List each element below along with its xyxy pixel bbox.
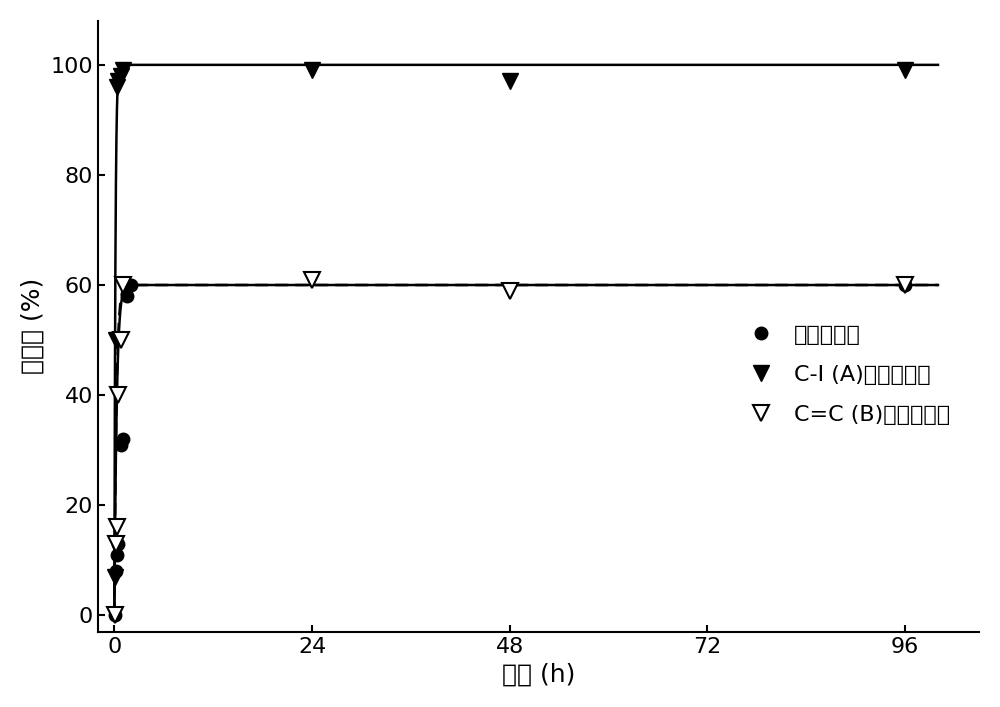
C=C (B)核磁转化率 (306, 275, 318, 284)
C=C (B)核磁转化率 (899, 281, 911, 289)
重量转化率 (110, 567, 122, 575)
重量转化率 (109, 611, 121, 619)
C-I (A)核磁转化率 (115, 71, 127, 80)
C=C (B)核磁转化率 (112, 391, 124, 399)
重量转化率 (112, 539, 124, 548)
重量转化率 (125, 281, 137, 289)
C-I (A)核磁转化率 (117, 66, 129, 75)
C-I (A)核磁转化率 (110, 336, 122, 344)
C-I (A)核磁转化率 (112, 77, 124, 86)
Line: C-I (A)核磁转化率: C-I (A)核磁转化率 (106, 62, 913, 585)
C-I (A)核磁转化率 (109, 573, 121, 581)
C=C (B)核磁转化率 (110, 539, 122, 548)
C=C (B)核磁转化率 (117, 281, 129, 289)
C=C (B)核磁转化率 (504, 286, 516, 295)
重量转化率 (899, 281, 911, 289)
重量转化率 (115, 440, 127, 449)
重量转化率 (117, 435, 129, 443)
C-I (A)核磁转化率 (899, 66, 911, 75)
Y-axis label: 转化率 (%): 转化率 (%) (21, 278, 45, 375)
C-I (A)核磁转化率 (504, 77, 516, 86)
Legend: 重量转化率, C-I (A)核磁转化率, C=C (B)核磁转化率: 重量转化率, C-I (A)核磁转化率, C=C (B)核磁转化率 (730, 316, 959, 434)
C=C (B)核磁转化率 (115, 336, 127, 344)
重量转化率 (121, 292, 133, 300)
重量转化率 (111, 551, 123, 559)
Line: C=C (B)核磁转化率: C=C (B)核磁转化率 (106, 271, 913, 624)
C=C (B)核磁转化率 (111, 523, 123, 532)
X-axis label: 时间 (h): 时间 (h) (502, 662, 575, 686)
C=C (B)核磁转化率 (109, 611, 121, 619)
C-I (A)核磁转化率 (111, 83, 123, 91)
Line: 重量转化率: 重量转化率 (109, 279, 911, 621)
C-I (A)核磁转化率 (306, 66, 318, 75)
